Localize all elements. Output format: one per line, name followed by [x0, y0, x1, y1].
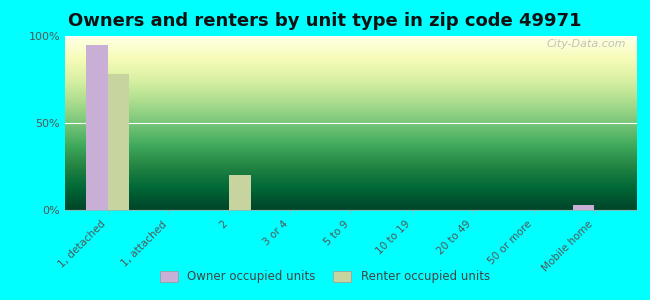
Legend: Owner occupied units, Renter occupied units: Owner occupied units, Renter occupied un…	[155, 266, 495, 288]
Bar	[108, 74, 129, 210]
Text: City-Data.com: City-Data.com	[546, 40, 625, 50]
Bar	[229, 175, 251, 210]
Text: Owners and renters by unit type in zip code 49971: Owners and renters by unit type in zip c…	[68, 12, 582, 30]
Bar	[573, 205, 594, 210]
Bar	[86, 45, 108, 210]
